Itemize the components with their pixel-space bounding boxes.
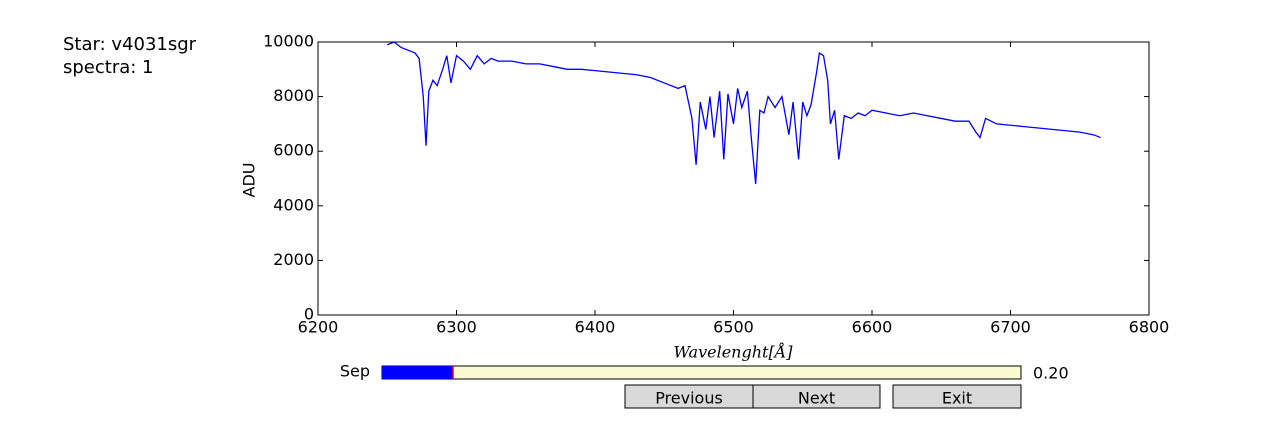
- button[interactable]: [752, 384, 881, 409]
- x-tick-label: 6800: [1129, 318, 1170, 337]
- button-label[interactable]: Exit: [942, 389, 972, 408]
- x-tick-label: 6300: [436, 318, 477, 337]
- plot-area: [317, 41, 1150, 316]
- button-label[interactable]: Previous: [655, 389, 723, 408]
- x-tick-label: 6400: [575, 318, 616, 337]
- x-tick-label: 6200: [298, 318, 339, 337]
- spectra-label: spectra: 1: [63, 57, 154, 78]
- slider-fill: [382, 366, 453, 379]
- slider-label: Sep: [340, 362, 370, 381]
- y-tick-label: 8000: [273, 86, 314, 105]
- slider-value: 0.20: [1033, 364, 1069, 383]
- y-tick-label: 4000: [273, 195, 314, 214]
- y-tick-label: 10000: [263, 32, 314, 51]
- spectrum-line: [387, 41, 1101, 185]
- x-tick-label: 6700: [990, 318, 1031, 337]
- y-axis-label: ADU: [240, 163, 259, 198]
- star-label: Star: v4031sgr: [63, 34, 197, 55]
- y-tick-label: 2000: [273, 250, 314, 269]
- y-tick-label: 6000: [273, 141, 314, 160]
- button[interactable]: [892, 384, 1022, 409]
- x-tick-label: 6500: [713, 318, 754, 337]
- button-label[interactable]: Next: [798, 389, 835, 408]
- x-axis-label: Wavelenght[Å]: [673, 342, 793, 362]
- slider-track[interactable]: [381, 365, 1022, 380]
- x-tick-label: 6600: [852, 318, 893, 337]
- y-tick-label: 0: [304, 305, 314, 324]
